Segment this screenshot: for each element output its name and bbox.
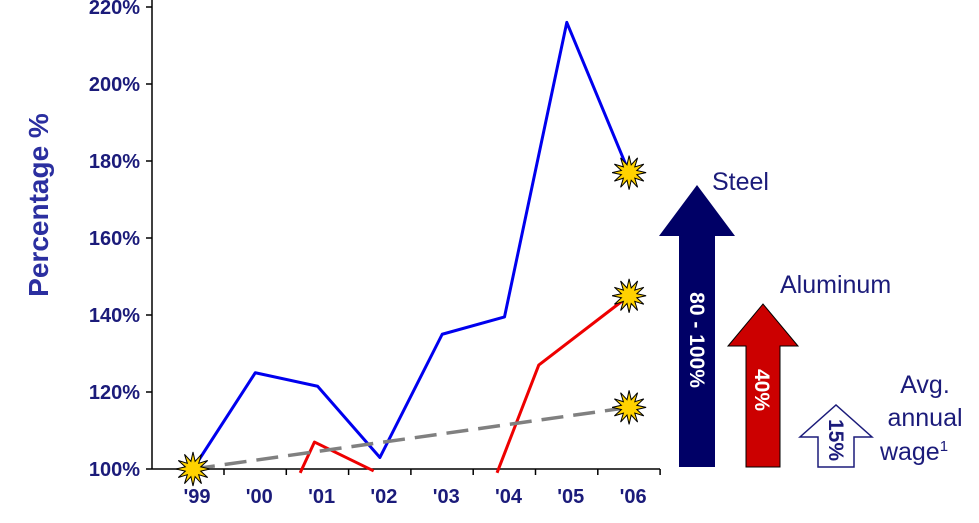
y-tick-label: 160% <box>89 228 140 250</box>
wage-label-line-2: annual <box>887 404 962 432</box>
y-tick-label: 180% <box>89 151 140 173</box>
end-markers <box>175 155 647 487</box>
x-tick-label: '03 <box>433 486 460 508</box>
series-lines <box>191 20 631 474</box>
y-tick-label: 220% <box>89 0 140 19</box>
wage-label-line-3: wage1 <box>879 438 948 466</box>
y-axis-label: Percentage % <box>23 113 54 297</box>
starburst-marker <box>611 390 647 425</box>
wage-arrow: 15% <box>798 403 874 468</box>
x-tick-label: '99 <box>183 486 210 508</box>
x-tick-label: '04 <box>495 486 523 508</box>
starburst-marker <box>611 155 647 190</box>
starburst-marker <box>175 451 211 487</box>
steel-label: Steel <box>712 168 769 196</box>
aluminum-label: Aluminum <box>780 271 891 299</box>
chart-axes <box>146 0 661 475</box>
x-tick-label: '05 <box>557 486 584 508</box>
y-tick-label: 100% <box>89 459 140 481</box>
series-line-steel <box>191 20 631 470</box>
steel-arrow-text: 80 - 100% <box>685 292 708 388</box>
wage-label: Avg. annual wage1 <box>879 371 963 466</box>
x-tick-label: '06 <box>620 486 647 508</box>
series-line-aluminum_b <box>495 294 631 474</box>
x-tick-label: '01 <box>308 486 335 508</box>
starburst-marker <box>611 278 647 313</box>
series-line-aluminum_a <box>298 440 375 474</box>
x-tick-label: '00 <box>246 486 273 508</box>
wage-label-line-3-text: wage <box>879 438 940 466</box>
y-tick-label: 140% <box>89 305 140 327</box>
steel-arrow: 80 - 100% <box>659 185 735 467</box>
y-tick-label: 200% <box>89 74 140 96</box>
aluminum-arrow: 40% <box>726 303 800 468</box>
aluminum-arrow-text: 40% <box>750 369 773 411</box>
wage-label-line-1: Avg. <box>900 371 950 399</box>
y-tick-labels: 100% 120% 140% 160% 180% 200% 220% <box>89 0 140 481</box>
series-line-wage <box>192 405 630 471</box>
x-tick-label: '02 <box>370 486 397 508</box>
x-tick-labels: '99 '00 '01 '02 '03 '04 '05 '06 <box>183 486 646 508</box>
wage-footnote-marker: 1 <box>940 438 948 455</box>
y-tick-label: 120% <box>89 382 140 404</box>
wage-arrow-text: 15% <box>824 419 847 461</box>
